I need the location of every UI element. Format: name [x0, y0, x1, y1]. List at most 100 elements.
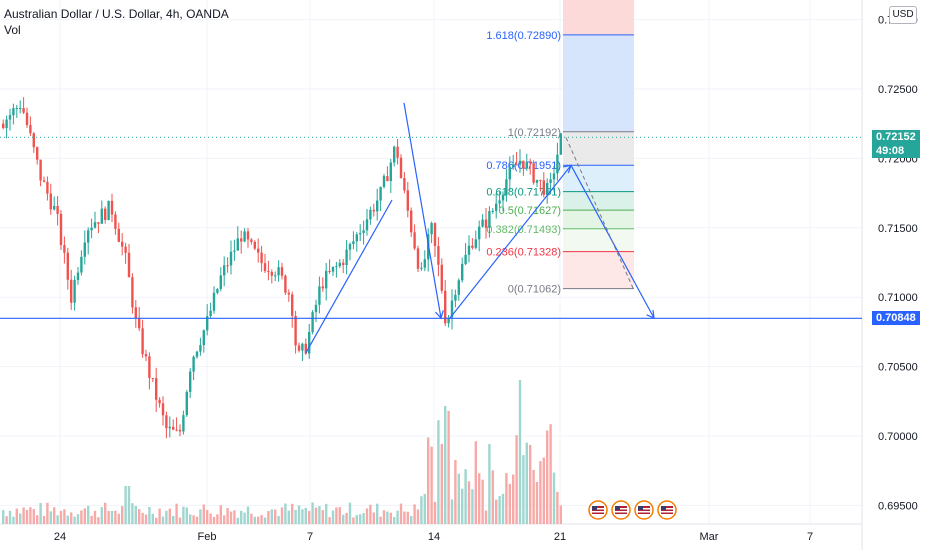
candle [229, 240, 233, 275]
candle-body [178, 429, 182, 432]
volume-bar [471, 489, 474, 524]
volume-indicator-label[interactable]: Vol [4, 23, 21, 37]
volume-bar [461, 488, 464, 524]
candle [369, 206, 372, 225]
candle-body [155, 378, 158, 400]
candle [457, 278, 460, 301]
volume-bar [63, 509, 66, 524]
fib-extension: 1.618(0.72890)1(0.72192)0.786(0.71951)0.… [486, 0, 634, 296]
symbol-title[interactable]: Australian Dollar / U.S. Dollar, 4h, OAN… [4, 7, 229, 21]
candle [508, 156, 511, 191]
candle-body [5, 119, 8, 129]
volume-bar [158, 508, 161, 524]
candle [56, 195, 59, 226]
volume-bar [440, 443, 443, 524]
candle-body [216, 288, 219, 293]
time-tick-label: Mar [700, 531, 719, 543]
candle-body [161, 403, 165, 416]
price-tick-label: 0.72500 [878, 84, 918, 96]
volume-bar [539, 461, 542, 524]
candle-body [352, 241, 355, 245]
volume-bar [233, 510, 236, 524]
candle [63, 236, 66, 264]
volume-bar [549, 424, 552, 524]
candle [365, 209, 369, 236]
volume-bar [328, 517, 331, 524]
flag-stripe [592, 511, 604, 513]
drawings [305, 102, 655, 354]
volume-bar [505, 473, 508, 524]
candle [8, 108, 12, 131]
volume-bar [165, 510, 168, 524]
candle-body [539, 179, 542, 181]
volume-bar [501, 493, 505, 524]
volume-bar [134, 506, 137, 524]
volume-bar [437, 420, 440, 524]
candle-body [304, 343, 307, 354]
volume-bar [199, 509, 202, 524]
candle [280, 262, 284, 280]
candle-body [314, 304, 318, 313]
candle-body [260, 252, 263, 264]
volume-bar [546, 430, 549, 524]
volume-bar [386, 511, 389, 524]
candle [114, 211, 117, 235]
candle-body [80, 256, 83, 273]
candle-body [491, 210, 494, 212]
volume-bar [246, 506, 250, 524]
candle [413, 224, 416, 251]
candle-body [522, 160, 525, 169]
candle-body [403, 178, 406, 191]
candle-body [25, 112, 29, 126]
volume-bar [430, 446, 433, 524]
candle-body [444, 290, 447, 324]
candle [535, 179, 539, 188]
candle [433, 222, 437, 258]
candle-body [22, 107, 25, 113]
volume-series [2, 380, 562, 524]
candle [335, 261, 338, 278]
volume-bar [49, 511, 52, 524]
candle-body [532, 163, 535, 183]
volume-bar [209, 513, 212, 524]
volume-bar [250, 513, 253, 524]
fib-zone [563, 0, 634, 35]
volume-bar [512, 474, 515, 524]
candle-body [362, 230, 365, 233]
volume-bar [131, 503, 134, 524]
candle-body [189, 371, 192, 392]
price-tick-label: 0.69500 [878, 500, 918, 512]
volume-bar [114, 510, 117, 524]
candle [93, 211, 97, 229]
volume-bar [161, 516, 165, 524]
volume-bar [87, 505, 90, 524]
volume-bar [399, 503, 403, 524]
fib-level-label: 0(0.71062) [508, 284, 561, 296]
candle-body [59, 213, 63, 246]
volume-bar [291, 503, 294, 524]
candle [338, 259, 341, 269]
candle [175, 417, 178, 432]
candle-body [280, 267, 284, 276]
candle-body [512, 164, 515, 167]
candle [325, 262, 328, 301]
candle-series [2, 97, 562, 439]
volume-bar [338, 507, 341, 524]
candle [355, 232, 358, 252]
candle [522, 160, 525, 176]
volume-bar [226, 508, 229, 524]
currency-button[interactable]: USD [889, 6, 917, 24]
candle-body [406, 190, 409, 211]
volume-bar [216, 514, 219, 524]
volume-bar [403, 511, 406, 524]
flag-stripe [592, 508, 604, 510]
candle [76, 266, 80, 285]
candle-body [556, 154, 559, 174]
candle [505, 169, 508, 202]
candle-body [348, 244, 352, 250]
time-tick-label: 7 [807, 531, 813, 543]
candle-body [474, 239, 477, 248]
volume-bar [393, 517, 396, 524]
